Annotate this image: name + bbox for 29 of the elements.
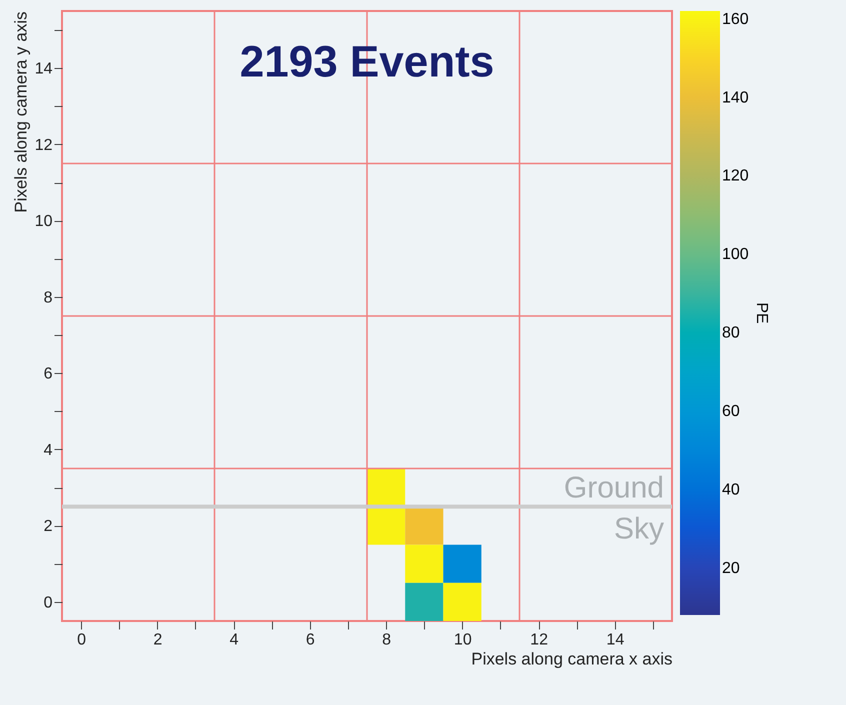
y-tick-label: 4 [44, 442, 53, 459]
y-tick-label: 2 [44, 518, 53, 536]
x-tick-label: 12 [530, 632, 548, 648]
color-bar-label: 160 [722, 10, 749, 28]
color-bar-label: 140 [722, 89, 749, 106]
y-tick-label: 12 [34, 136, 53, 154]
y-tick-label: 10 [34, 213, 53, 230]
annotation: Sky [614, 512, 664, 546]
x-tick-label: 0 [77, 632, 86, 648]
x-tick-label: 4 [230, 632, 239, 648]
color-bar-label: 100 [722, 246, 749, 264]
color-bar-label: 80 [722, 324, 740, 342]
x-tick-label: 10 [454, 632, 472, 648]
x-axis-title: Pixels along camera x axis [471, 650, 672, 668]
y-axis-title: Pixels along camera y axis [12, 12, 31, 213]
color-bar-label: 60 [722, 403, 740, 420]
x-tick-label: 2 [153, 632, 162, 648]
ref-line-label: Ground [564, 472, 664, 505]
y-tick-label: 8 [44, 289, 53, 306]
y-tick-label: 14 [34, 60, 53, 78]
color-bar-label: 20 [722, 560, 740, 577]
color-bar-label: 40 [722, 481, 740, 498]
color-bar-label: 120 [722, 168, 749, 185]
color-bar-title: PE [753, 302, 770, 324]
x-tick-label: 8 [382, 632, 392, 648]
y-tick-label: 0 [44, 594, 53, 612]
y-tick-label: 6 [44, 366, 53, 383]
x-tick-label: 6 [306, 632, 315, 648]
x-tick-label: 14 [606, 632, 624, 648]
